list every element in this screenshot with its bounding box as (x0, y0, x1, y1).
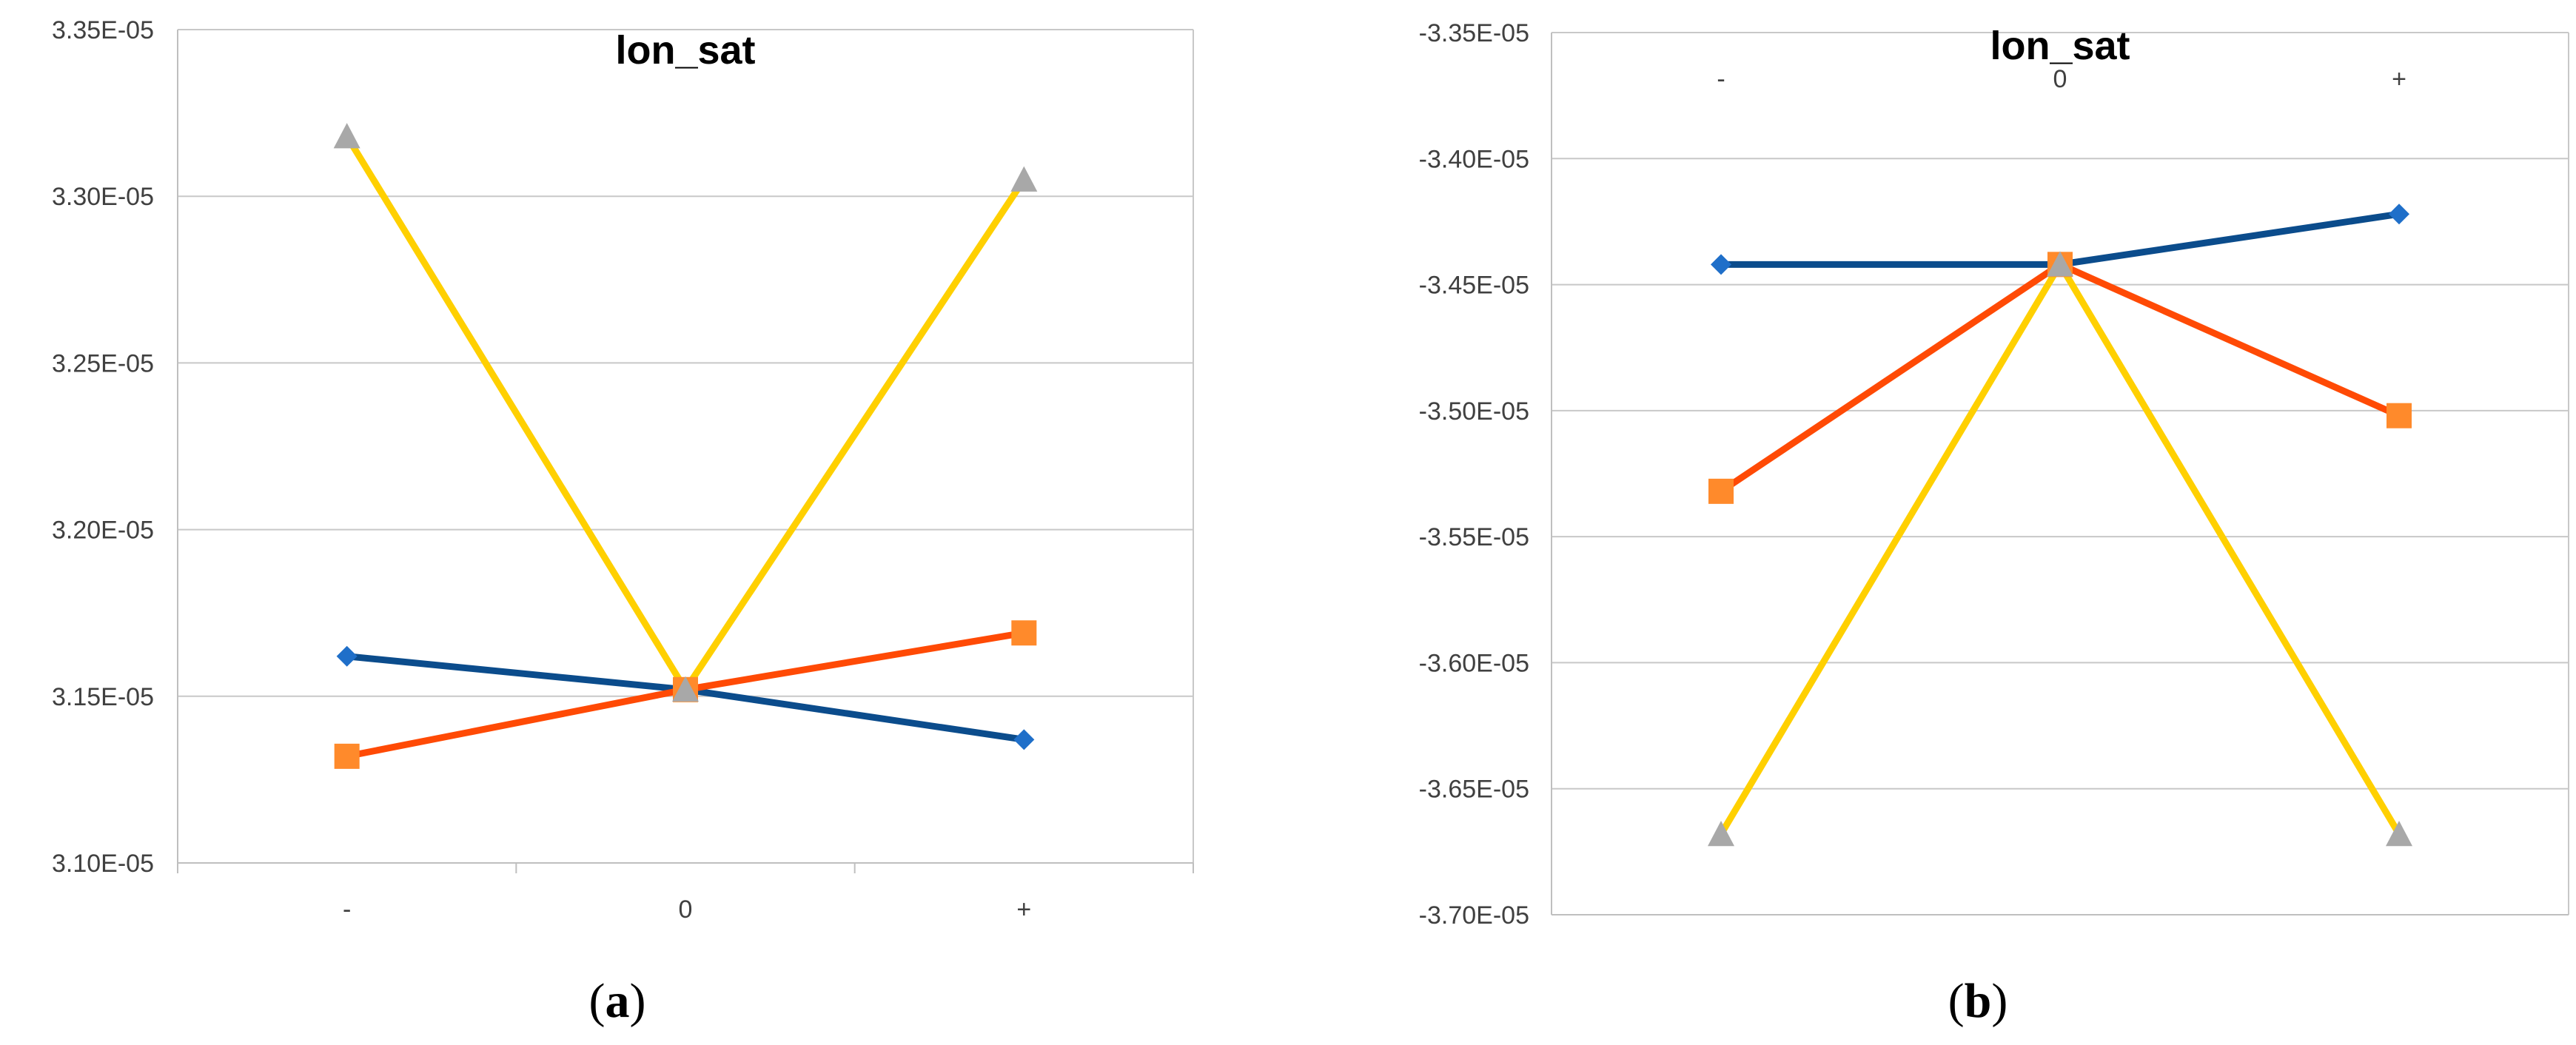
series-line-yellow (1717, 261, 2403, 838)
data-point-yellow (672, 676, 699, 702)
data-point-blue (1013, 729, 1035, 750)
x-tick-label: + (1016, 896, 1031, 924)
y-tick-label: -3.70E-05 (1419, 901, 1529, 930)
y-tick-label: 3.35E-05 (52, 16, 154, 44)
x-tick-label: 0 (679, 896, 693, 924)
y-tick-label: -3.40E-05 (1419, 145, 1529, 173)
data-point-orange (1708, 478, 1734, 504)
panel-label-b: (b) (1948, 974, 2008, 1028)
data-point-yellow (1708, 821, 1734, 847)
chart-title: lon_sat (1990, 24, 2130, 68)
chart-a: 3.10E-05 3.15E-05 3.20E-05 3.25E-05 3.30E-05… (52, 16, 1194, 924)
y-tick-label: -3.55E-05 (1419, 523, 1529, 551)
x-tick-label: - (343, 896, 351, 924)
y-tick-label: 3.10E-05 (52, 850, 154, 878)
data-point-orange (2387, 403, 2412, 429)
series-line-orange (1717, 261, 2403, 495)
y-tick-label: -3.65E-05 (1419, 776, 1529, 804)
y-tick-label: 3.30E-05 (52, 183, 154, 211)
y-tick-label: -3.45E-05 (1419, 272, 1529, 300)
x-tick-label: + (2392, 65, 2406, 93)
data-point-blue (2389, 204, 2409, 225)
chart-title: lon_sat (615, 28, 755, 73)
data-point-yellow (1010, 166, 1038, 192)
series-line-yellow (343, 132, 1027, 693)
data-point-orange (1011, 620, 1037, 646)
data-point-blue (336, 645, 358, 667)
data-point-orange (334, 743, 360, 769)
y-tick-label: 3.25E-05 (52, 349, 154, 377)
data-point-yellow (2386, 821, 2412, 847)
y-tick-label: -3.60E-05 (1419, 649, 1529, 677)
data-point-yellow (333, 123, 360, 149)
x-tick-label: 0 (2053, 65, 2067, 93)
y-tick-label: -3.50E-05 (1419, 397, 1529, 426)
chart-b: -3.70E-05 -3.65E-05 -3.60E-05 -3.55E-05 -3.5… (1419, 19, 2569, 930)
y-tick-label: 3.15E-05 (52, 683, 154, 711)
y-tick-label: 3.20E-05 (52, 517, 154, 545)
data-point-blue (1711, 254, 1731, 275)
panel-label-a: (a) (589, 974, 646, 1028)
x-tick-label: - (1717, 65, 1725, 93)
y-tick-label: -3.35E-05 (1419, 19, 1529, 47)
data-point-yellow (2047, 251, 2073, 277)
